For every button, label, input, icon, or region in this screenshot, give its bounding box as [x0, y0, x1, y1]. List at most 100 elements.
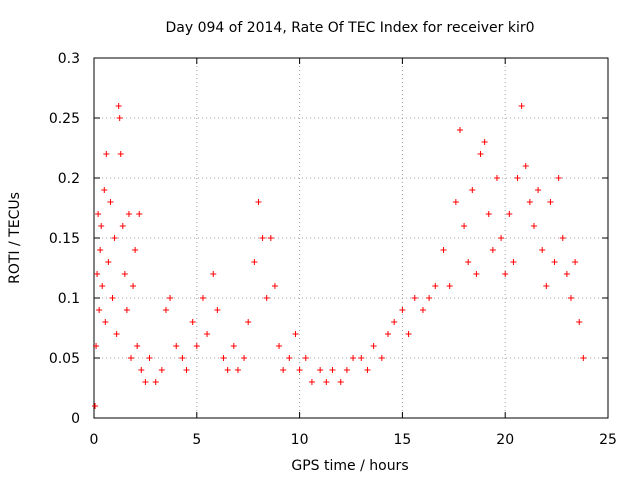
data-point: [210, 271, 217, 277]
data-point: [535, 187, 542, 193]
data-point: [121, 271, 128, 277]
data-point: [99, 283, 106, 289]
data-point: [378, 355, 385, 361]
y-tick-label: 0.3: [58, 51, 80, 67]
data-point: [136, 211, 143, 217]
y-tick-label: 0: [71, 411, 80, 427]
data-point: [411, 295, 418, 301]
data-point: [251, 259, 258, 265]
data-point: [241, 355, 248, 361]
data-point: [134, 343, 141, 349]
data-point: [119, 223, 126, 229]
x-tick-label: 0: [90, 432, 99, 448]
data-point: [128, 355, 135, 361]
data-point: [113, 331, 120, 337]
data-point: [426, 295, 433, 301]
data-point: [94, 271, 101, 277]
data-point: [116, 115, 123, 121]
data-point: [255, 199, 262, 205]
data-point: [547, 199, 554, 205]
data-point: [280, 367, 287, 373]
x-tick-label: 20: [496, 432, 514, 448]
y-axis-label: ROTI / TECUs: [7, 192, 23, 284]
y-tick-label: 0.05: [49, 351, 80, 367]
data-point: [102, 319, 109, 325]
data-point: [204, 331, 211, 337]
chart-title: Day 094 of 2014, Rate Of TEC Index for r…: [165, 20, 534, 36]
data-point: [107, 199, 114, 205]
data-point: [473, 271, 480, 277]
data-point: [522, 163, 529, 169]
data-point: [440, 247, 447, 253]
data-point: [267, 235, 274, 241]
data-point: [358, 355, 365, 361]
data-point: [489, 247, 496, 253]
x-axis-label: GPS time / hours: [291, 458, 408, 474]
data-point: [130, 283, 137, 289]
data-point: [514, 175, 521, 181]
gridlines: [94, 58, 608, 418]
data-point: [580, 355, 587, 361]
data-point: [323, 379, 330, 385]
data-point: [446, 283, 453, 289]
data-point: [559, 235, 566, 241]
data-point: [539, 247, 546, 253]
data-point: [234, 367, 241, 373]
data-point: [276, 343, 283, 349]
data-point: [481, 139, 488, 145]
data-point: [220, 355, 227, 361]
data-point: [199, 295, 206, 301]
data-point: [456, 127, 463, 133]
data-point: [173, 343, 180, 349]
data-point: [432, 283, 439, 289]
data-point: [477, 151, 484, 157]
data-point: [370, 343, 377, 349]
data-point: [193, 343, 200, 349]
data-point: [105, 259, 112, 265]
data-point: [179, 355, 186, 361]
y-tick-label: 0.15: [49, 231, 80, 247]
scatter-points: [92, 103, 587, 409]
data-point: [329, 367, 336, 373]
data-point: [132, 247, 139, 253]
data-point: [96, 307, 103, 313]
x-tick-label: 25: [599, 432, 617, 448]
data-point: [350, 355, 357, 361]
data-point: [138, 367, 145, 373]
y-tick-label: 0.2: [58, 171, 80, 187]
data-point: [117, 151, 124, 157]
data-point: [214, 307, 221, 313]
data-point: [152, 379, 159, 385]
data-point: [526, 199, 533, 205]
data-point: [158, 367, 165, 373]
data-point: [101, 187, 108, 193]
data-point: [502, 271, 509, 277]
data-point: [125, 211, 132, 217]
data-point: [123, 307, 130, 313]
data-point: [292, 331, 299, 337]
data-point: [343, 367, 350, 373]
data-point: [302, 355, 309, 361]
axis-ticks: [93, 57, 609, 419]
data-point: [405, 331, 412, 337]
data-point: [493, 175, 500, 181]
data-point: [115, 103, 122, 109]
data-point: [224, 367, 231, 373]
data-point: [419, 307, 426, 313]
data-point: [530, 223, 537, 229]
data-point: [109, 295, 116, 301]
data-point: [498, 235, 505, 241]
data-point: [572, 259, 579, 265]
data-point: [391, 319, 398, 325]
data-point: [142, 379, 149, 385]
data-point: [385, 331, 392, 337]
data-point: [567, 295, 574, 301]
data-point: [111, 235, 118, 241]
data-point: [286, 355, 293, 361]
data-point: [183, 367, 190, 373]
data-point: [563, 271, 570, 277]
data-point: [263, 295, 270, 301]
x-tick-label: 15: [393, 432, 411, 448]
data-point: [364, 367, 371, 373]
